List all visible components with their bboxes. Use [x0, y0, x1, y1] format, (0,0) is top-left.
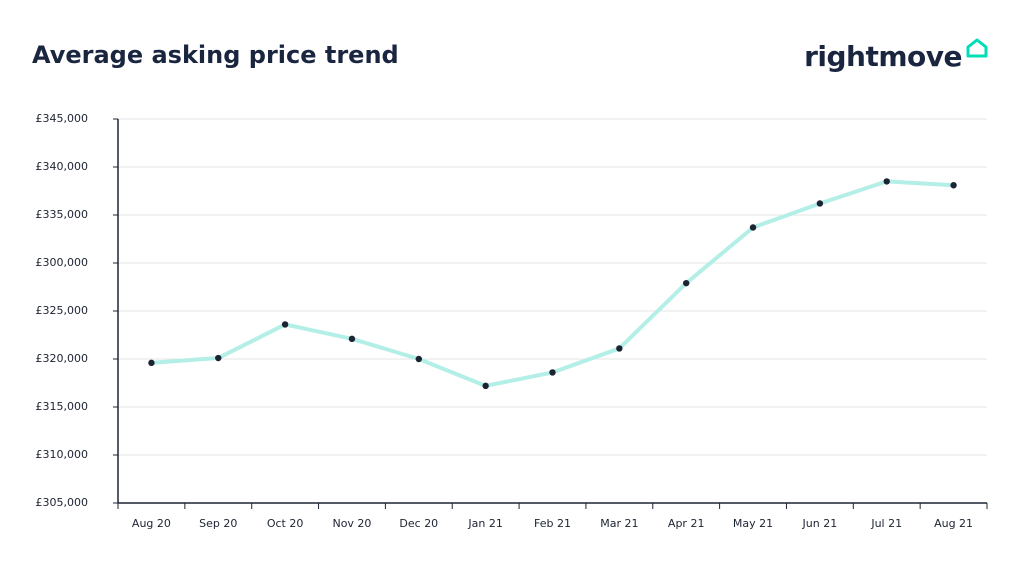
x-tick-label: Feb 21	[534, 517, 571, 530]
x-tick-label: Nov 20	[332, 517, 371, 530]
y-tick-label: £300,000	[36, 256, 89, 269]
data-point	[883, 178, 890, 185]
brand-logo: rightmove	[804, 40, 962, 73]
data-point	[348, 335, 356, 343]
data-point	[549, 369, 556, 376]
x-tick-label: Sep 20	[199, 517, 237, 530]
y-tick-label: £345,000	[36, 112, 89, 125]
y-tick-label: £320,000	[36, 352, 89, 365]
data-point	[415, 355, 423, 363]
data-point	[616, 345, 623, 352]
y-tick-label: £315,000	[36, 400, 89, 413]
x-tick-label: Aug 21	[934, 517, 973, 530]
data-point	[950, 182, 957, 189]
x-tick-label: May 21	[733, 517, 773, 530]
x-tick-label: Mar 21	[600, 517, 638, 530]
x-tick-label: Jan 21	[467, 517, 502, 530]
price-line	[151, 179, 954, 388]
y-tick-label: £305,000	[36, 496, 89, 509]
chart-title: Average asking price trend	[32, 41, 399, 69]
data-point	[215, 354, 222, 362]
data-point	[148, 359, 155, 367]
x-tick-label: Dec 20	[399, 517, 438, 530]
data-point	[749, 224, 757, 231]
logo-icon	[966, 38, 988, 58]
data-point	[816, 200, 824, 207]
data-point	[682, 279, 690, 287]
x-tick-label: Aug 20	[132, 517, 171, 530]
y-tick-label: £310,000	[36, 448, 89, 461]
y-tick-label: £325,000	[36, 304, 89, 317]
data-point	[482, 382, 489, 390]
y-tick-label: £340,000	[36, 160, 89, 173]
data-point	[281, 321, 289, 328]
y-tick-label: £335,000	[36, 208, 89, 221]
x-tick-label: Jul 21	[870, 517, 902, 530]
x-tick-label: Apr 21	[668, 517, 705, 530]
x-tick-label: Oct 20	[267, 517, 304, 530]
x-tick-label: Jun 21	[802, 517, 838, 530]
